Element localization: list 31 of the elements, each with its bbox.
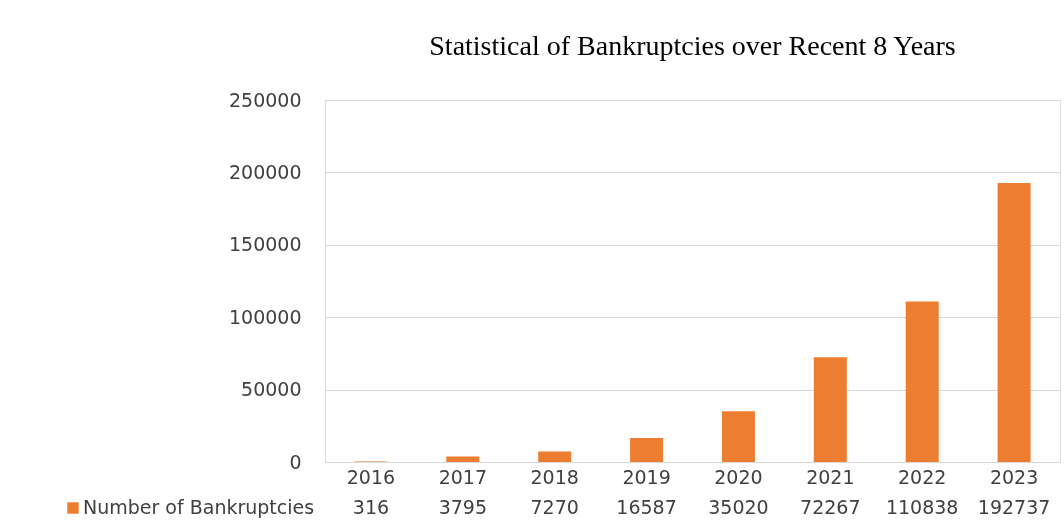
bar — [630, 437, 664, 462]
data-label: 110838 — [885, 496, 959, 518]
y-tick-label: 100000 — [228, 305, 302, 328]
bar — [446, 456, 480, 462]
bar — [905, 301, 939, 462]
x-tick-label: 2022 — [898, 465, 947, 488]
chart-title: Statistical of Bankruptcies over Recent 8 Years — [429, 30, 956, 61]
y-tick-label: 50000 — [241, 378, 302, 401]
data-label: 192737 — [977, 496, 1051, 518]
data-label: 3795 — [438, 496, 487, 518]
bar — [813, 357, 847, 462]
x-tick-label: 2020 — [714, 465, 763, 488]
x-tick-label: 2017 — [438, 465, 487, 488]
x-tick-label: 2018 — [530, 465, 579, 488]
y-tick-label: 0 — [289, 450, 302, 473]
x-tick-label: 2016 — [346, 465, 396, 488]
bar — [538, 451, 572, 462]
bar — [721, 411, 755, 462]
data-label: 72267 — [800, 496, 861, 518]
data-label: 7270 — [530, 496, 579, 518]
bar — [997, 182, 1031, 462]
x-tick-label: 2023 — [989, 465, 1039, 488]
y-tick-label: 150000 — [228, 233, 302, 256]
y-tick-label: 200000 — [228, 160, 302, 183]
data-label: 16587 — [616, 496, 677, 518]
legend-label: Number of Bankruptcies — [83, 496, 315, 518]
x-tick-label: 2019 — [622, 465, 671, 488]
data-label: 35020 — [708, 496, 769, 518]
y-tick-label: 250000 — [228, 88, 302, 111]
x-tick-label: 2021 — [806, 465, 855, 488]
data-label: 316 — [352, 496, 390, 518]
